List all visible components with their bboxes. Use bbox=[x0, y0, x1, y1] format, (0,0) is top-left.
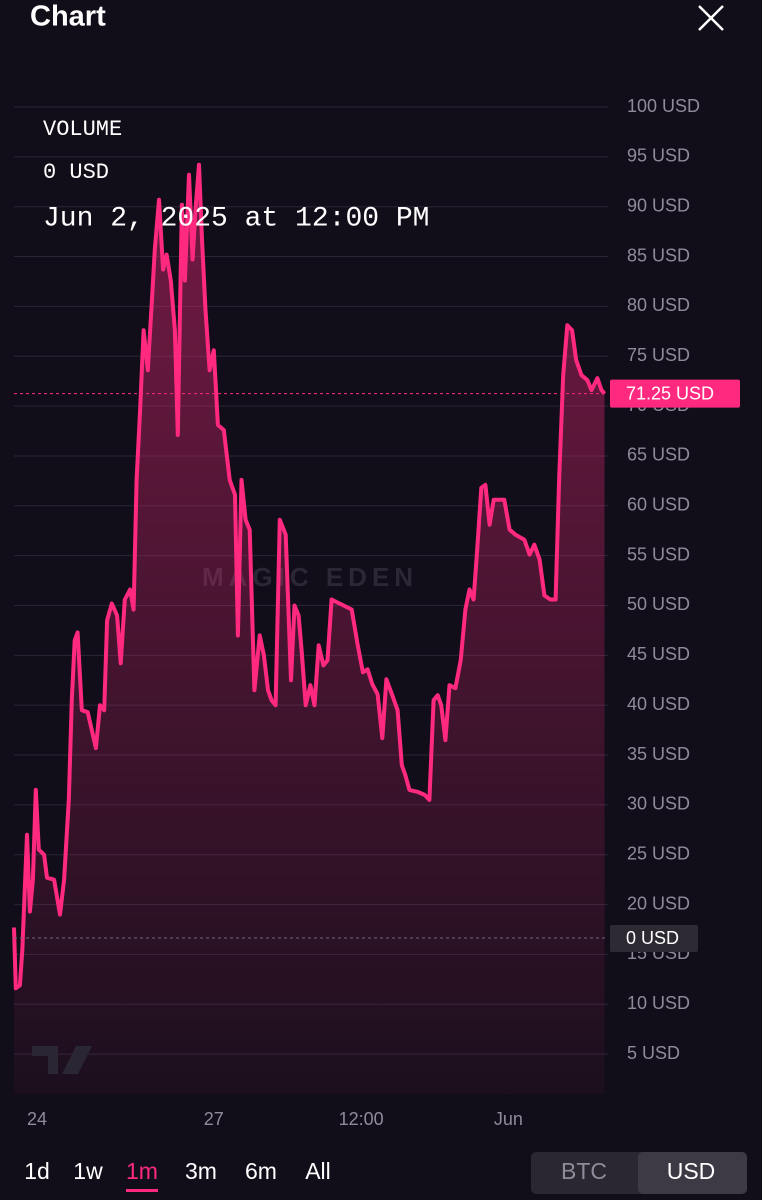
y-tick-label: 20 USD bbox=[627, 893, 690, 913]
timeframe-button[interactable]: 3m bbox=[185, 1158, 217, 1184]
volume-tag-label: 0 USD bbox=[626, 928, 679, 948]
y-tick-label: 85 USD bbox=[627, 245, 690, 265]
x-tick-label: 24 bbox=[27, 1109, 47, 1129]
series-area bbox=[14, 164, 605, 1095]
toggle-option[interactable]: BTC bbox=[561, 1158, 607, 1184]
y-tick-label: 40 USD bbox=[627, 694, 690, 714]
header-title: Chart bbox=[30, 1, 106, 33]
last-price-label: 71.25 USD bbox=[626, 383, 714, 403]
close-button[interactable] bbox=[698, 5, 724, 31]
timeframe-button[interactable]: 6m bbox=[245, 1158, 277, 1184]
y-tick-label: 5 USD bbox=[627, 1043, 680, 1063]
y-tick-label: 55 USD bbox=[627, 544, 690, 564]
close-icon bbox=[698, 5, 724, 31]
y-tick-label: 10 USD bbox=[627, 993, 690, 1013]
y-tick-label: 95 USD bbox=[627, 146, 690, 166]
volume-tag bbox=[610, 925, 698, 952]
x-tick-label: Jun bbox=[494, 1109, 523, 1129]
y-tick-label: 80 USD bbox=[627, 295, 690, 315]
y-tick-label: 100 USD bbox=[627, 96, 700, 116]
overlay-date: Jun 2, 2025 at 12:00 PM bbox=[43, 203, 429, 234]
y-tick-label: 90 USD bbox=[627, 195, 690, 215]
y-tick-label: 35 USD bbox=[627, 744, 690, 764]
y-tick-label: 45 USD bbox=[627, 644, 690, 664]
x-tick-label: 12:00 bbox=[339, 1109, 384, 1129]
overlay-value: 0 USD bbox=[43, 160, 109, 185]
y-tick-label: 65 USD bbox=[627, 445, 690, 465]
overlay-label: VOLUME bbox=[43, 117, 122, 142]
timeframe-underline bbox=[126, 1189, 158, 1192]
timeframe-button[interactable]: 1w bbox=[73, 1158, 103, 1184]
controls: 1d 1w 1m 3m 6m All BTC USD bbox=[24, 1152, 747, 1194]
timeframe-button[interactable]: All bbox=[305, 1158, 331, 1184]
tv-logo bbox=[32, 1046, 92, 1074]
series-line bbox=[12, 162, 607, 991]
y-tick-label: 30 USD bbox=[627, 794, 690, 814]
timeframe-button[interactable]: 1d bbox=[24, 1158, 50, 1184]
y-tick-label: 50 USD bbox=[627, 594, 690, 614]
timeframe-button[interactable]: 1m bbox=[126, 1158, 158, 1184]
toggle-active bbox=[638, 1152, 747, 1194]
y-tick-label: 60 USD bbox=[627, 495, 690, 515]
y-tick-label: 75 USD bbox=[627, 345, 690, 365]
x-tick-label: 27 bbox=[204, 1109, 224, 1129]
y-tick-label: 25 USD bbox=[627, 843, 690, 863]
toggle-option[interactable]: USD bbox=[667, 1158, 716, 1184]
last-price-tag bbox=[610, 379, 740, 408]
